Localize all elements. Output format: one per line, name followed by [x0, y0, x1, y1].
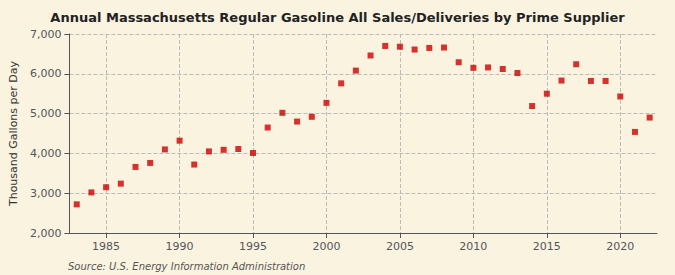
- svg-text:7,000: 7,000: [30, 28, 62, 41]
- svg-text:2020: 2020: [606, 240, 634, 253]
- svg-text:2010: 2010: [459, 240, 487, 253]
- svg-text:5,000: 5,000: [30, 107, 62, 120]
- svg-text:1990: 1990: [166, 240, 194, 253]
- svg-text:1995: 1995: [239, 240, 267, 253]
- svg-text:3,000: 3,000: [30, 187, 62, 200]
- svg-text:2,000: 2,000: [30, 227, 62, 240]
- svg-text:6,000: 6,000: [30, 67, 62, 80]
- svg-text:Thousand Gallons per Day: Thousand Gallons per Day: [7, 60, 20, 207]
- svg-text:Annual Massachusetts Regular G: Annual Massachusetts Regular Gasoline Al…: [50, 10, 625, 25]
- svg-text:4,000: 4,000: [30, 147, 62, 160]
- svg-text:2005: 2005: [386, 240, 414, 253]
- svg-text:Source: U.S. Energy Informatio: Source: U.S. Energy Information Administ…: [68, 261, 305, 272]
- svg-text:2000: 2000: [312, 240, 340, 253]
- svg-text:1985: 1985: [92, 240, 120, 253]
- svg-text:2015: 2015: [533, 240, 561, 253]
